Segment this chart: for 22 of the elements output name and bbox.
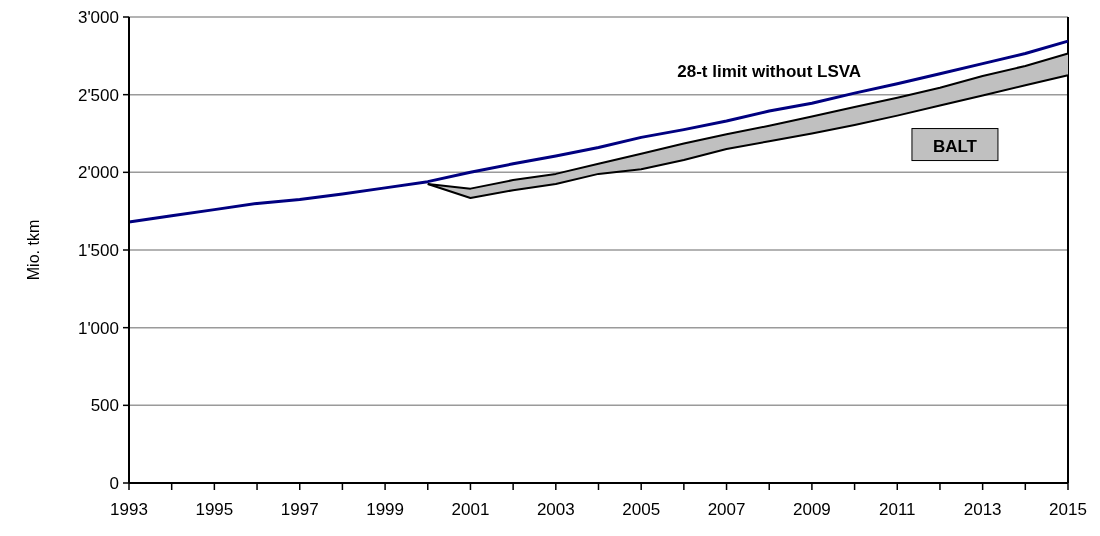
x-tick-label: 2009 bbox=[793, 500, 831, 519]
x-tick-label: 1995 bbox=[195, 500, 234, 519]
y-tick-label: 2'000 bbox=[77, 163, 119, 183]
x-tick-label: 1999 bbox=[366, 500, 404, 519]
x-tick-label: 2003 bbox=[536, 500, 575, 519]
x-tick-label: 2011 bbox=[878, 500, 916, 519]
y-tick-label: 0 bbox=[109, 473, 119, 493]
y-tick-label: 500 bbox=[90, 396, 119, 416]
x-tick-label: 2007 bbox=[707, 500, 746, 519]
text: BALT bbox=[932, 136, 978, 156]
y-tick-label: 2'500 bbox=[77, 85, 119, 105]
x-tick-label: 2005 bbox=[622, 500, 661, 519]
y-tick-label: 1'500 bbox=[77, 240, 119, 260]
x-tick-label: 2015 bbox=[1049, 500, 1087, 519]
y-tick-label: 3'000 bbox=[77, 7, 119, 27]
x-tick-label: 1993 bbox=[110, 500, 148, 519]
x-tick-label: 2013 bbox=[963, 500, 1002, 519]
y-axis-title: Mio. tkm bbox=[25, 219, 42, 281]
x-tick-label: 2001 bbox=[451, 500, 490, 519]
series-label: 28-t limit without LSVA bbox=[677, 61, 862, 81]
y-tick-label: 1'000 bbox=[77, 318, 119, 338]
x-tick-label: 1997 bbox=[280, 500, 319, 519]
